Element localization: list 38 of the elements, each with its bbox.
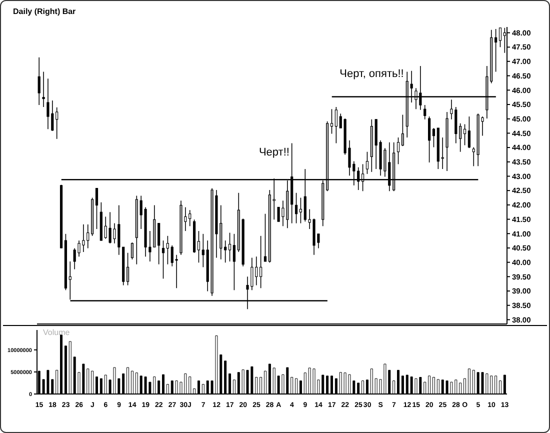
candlestick — [366, 151, 369, 174]
annotation: Черт!! — [258, 146, 290, 159]
candlestick — [197, 230, 200, 263]
candlestick — [224, 240, 227, 263]
candlestick — [459, 123, 462, 152]
candlestick — [130, 242, 134, 260]
candlestick — [424, 104, 426, 120]
candlestick — [126, 252, 130, 286]
candlestick — [299, 197, 302, 224]
candlestick — [498, 27, 502, 48]
candlestick — [158, 222, 160, 265]
chart-title: Volume — [43, 328, 70, 337]
candlestick — [428, 116, 431, 163]
candlestick — [334, 106, 338, 144]
candlestick — [56, 106, 58, 140]
candlestick — [232, 233, 236, 291]
candlestick — [264, 213, 267, 262]
candlestick — [294, 192, 298, 224]
chart-title: Daily (Right) Bar — [13, 7, 76, 16]
candlestick — [401, 114, 404, 146]
candlestick — [432, 128, 436, 148]
candlestick — [228, 232, 232, 262]
candlestick — [38, 57, 40, 106]
candlestick — [166, 236, 169, 265]
candlestick — [260, 236, 262, 289]
candlestick — [46, 78, 50, 130]
candlestick — [441, 137, 444, 170]
annotation: Черт, опять!! — [340, 68, 404, 80]
candlestick — [396, 137, 400, 165]
candlestick — [468, 116, 471, 148]
candlestick — [202, 233, 204, 268]
candlestick — [162, 240, 165, 280]
candlestick — [330, 108, 334, 134]
candlestick — [463, 124, 466, 146]
candlestick — [95, 188, 98, 230]
candlestick — [68, 261, 72, 300]
candlestick — [42, 71, 45, 108]
candlestick — [494, 28, 498, 72]
